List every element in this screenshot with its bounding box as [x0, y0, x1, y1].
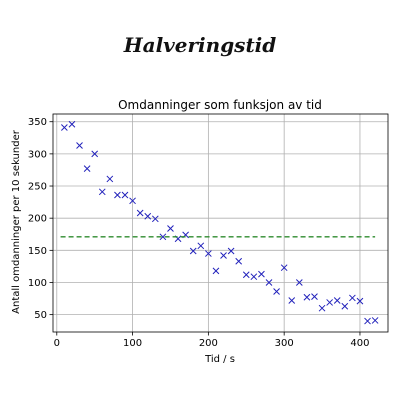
x-tick-label: 300 — [275, 338, 294, 349]
data-point — [220, 252, 227, 259]
data-point — [61, 124, 68, 131]
data-point — [76, 142, 83, 149]
data-point — [151, 215, 159, 223]
data-point — [68, 120, 76, 128]
data-point — [205, 250, 212, 257]
y-tick-label: 300 — [28, 149, 47, 160]
data-point — [288, 297, 296, 304]
data-point — [311, 293, 318, 300]
y-tick-label: 350 — [28, 117, 47, 128]
grid — [53, 114, 388, 332]
data-point — [333, 297, 341, 304]
axes: 0 100 200 300 400 50 100 150 200 250 300 350 — [28, 117, 370, 349]
data-point — [349, 294, 356, 302]
data-point — [258, 270, 265, 278]
page-title: Halveringstid — [123, 33, 277, 57]
data-point — [212, 267, 220, 275]
data-point — [144, 212, 152, 220]
data-point — [295, 279, 303, 286]
chart-title: Omdanninger som funksjon av tid — [118, 98, 322, 112]
x-tick-label: 200 — [199, 338, 218, 349]
data-point — [356, 297, 364, 305]
data-point — [106, 175, 114, 183]
data-point — [242, 271, 250, 279]
y-tick-label: 250 — [28, 182, 47, 193]
x-tick-label: 0 — [54, 338, 60, 349]
data-point — [98, 188, 106, 196]
data-point — [318, 304, 326, 312]
data-point — [364, 317, 371, 325]
data-point — [280, 264, 288, 272]
data-point — [159, 233, 167, 241]
data-point — [341, 302, 349, 310]
data-point — [250, 273, 258, 281]
data-point — [265, 279, 273, 286]
data-point — [167, 225, 174, 232]
data-point — [273, 288, 280, 295]
data-point — [227, 247, 235, 255]
data-point — [189, 247, 197, 255]
data-point — [303, 293, 311, 301]
y-tick-label: 200 — [28, 214, 47, 225]
data-point — [83, 165, 91, 173]
y-axis-label: Antall omdanninger per 10 sekunder — [11, 129, 22, 314]
data-point — [114, 191, 121, 199]
plot-frame — [52, 113, 389, 333]
x-tick-label: 100 — [123, 338, 142, 349]
data-point — [235, 257, 243, 265]
y-tick-label: 150 — [28, 246, 47, 257]
y-tick-label: 50 — [34, 310, 47, 321]
data-point — [121, 191, 129, 199]
x-axis-label: Tid / s — [204, 354, 235, 365]
data-point — [91, 150, 99, 158]
data-point — [326, 299, 333, 306]
x-tick-label: 400 — [350, 338, 369, 349]
data-point — [129, 197, 136, 205]
data-point — [136, 209, 144, 217]
data-point — [371, 317, 379, 324]
data-point — [197, 242, 205, 250]
series-layer — [60, 120, 379, 325]
y-tick-label: 100 — [28, 278, 47, 289]
